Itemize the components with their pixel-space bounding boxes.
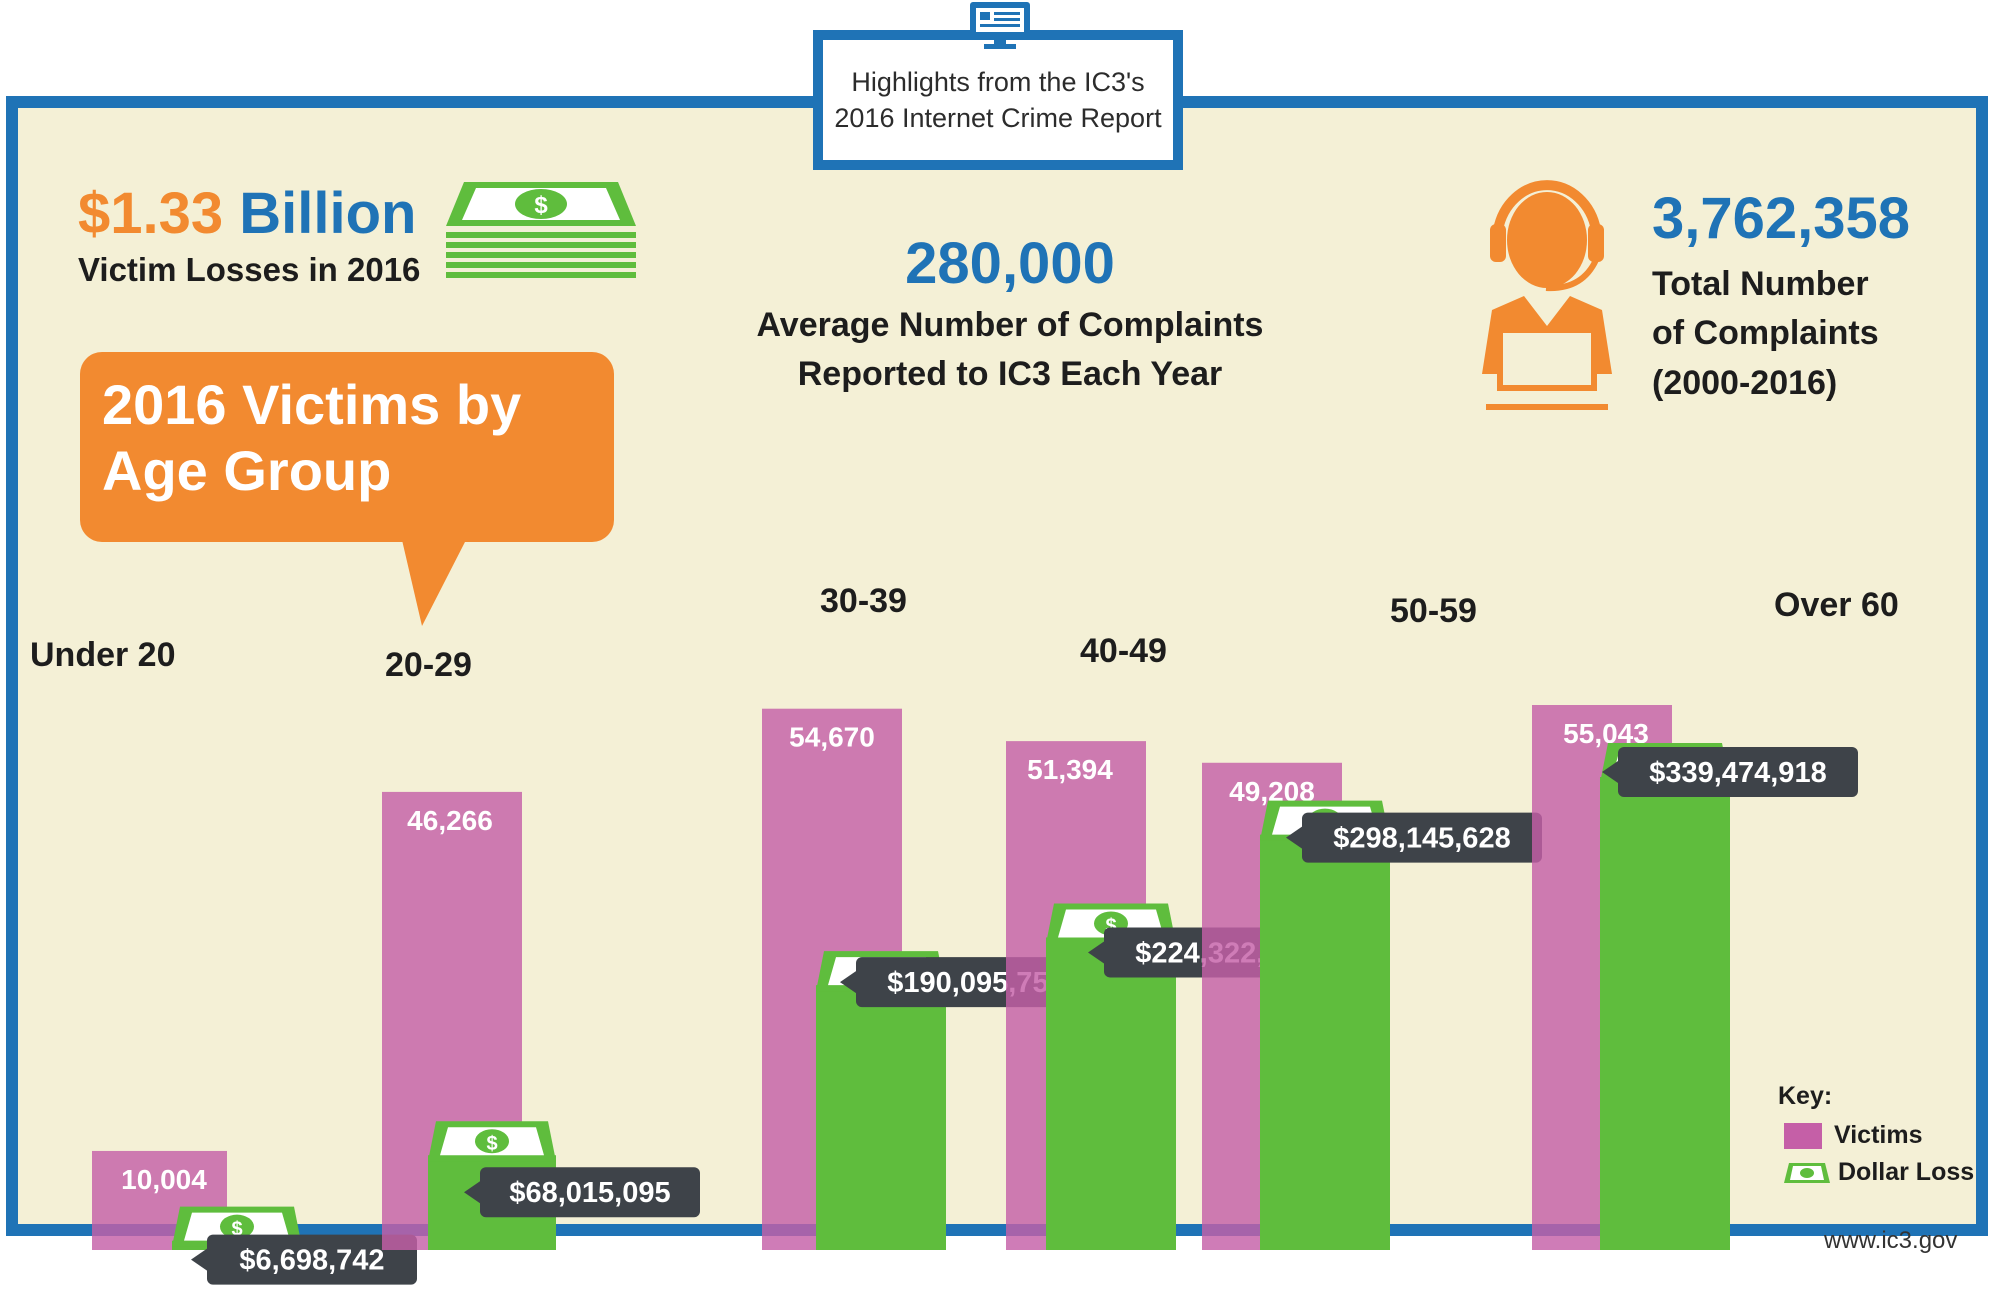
callout-line-2: Age Group — [102, 439, 392, 503]
victim-losses-stat: $1.33 Billion Victim Losses in 2016 — [78, 180, 420, 289]
dollar-bill-icon — [1784, 1162, 1830, 1183]
dollar-label-box-age-2 — [480, 1167, 700, 1218]
total-complaints-label: Total Number of Complaints (2000-2016) — [1652, 260, 1910, 408]
average-complaints-label: Average Number of Complaints Reported to… — [700, 301, 1320, 400]
total-complaints-label-line-2: of Complaints — [1652, 314, 1879, 353]
age-group-callout: 2016 Victims by Age Group — [80, 352, 614, 542]
chart-legend: Key: Victims Dollar Loss — [1778, 1082, 1974, 1187]
report-title-line-1: Highlights from the IC3's — [851, 66, 1145, 97]
category-label-age-3: 30-39 — [820, 582, 907, 620]
total-complaints-value: 3,762,358 — [1652, 186, 1911, 251]
victims-swatch — [1784, 1122, 1822, 1149]
category-label-age-5: 50-59 — [1390, 592, 1477, 630]
average-complaints-label-line-1: Average Number of Complaints — [756, 306, 1264, 344]
dollar-sign-age-4: $ — [1105, 915, 1116, 937]
victims-value-age-4: 51,394 — [1027, 754, 1113, 785]
dollar-label-pointer-age-1 — [191, 1248, 207, 1271]
dollar-label-pointer-age-4 — [1088, 941, 1104, 964]
dollar-label-box-age-1 — [207, 1234, 417, 1285]
report-title-box: Highlights from the IC3's 2016 Internet … — [813, 30, 1183, 170]
total-complaints-label-line-3: (2000-2016) — [1652, 363, 1838, 402]
source-url: www.ic3.gov — [1824, 1227, 1958, 1254]
dollar-value-age-2: $68,015,095 — [509, 1177, 670, 1209]
total-complaints-stat: 3,762,358 Total Number of Complaints (20… — [1652, 185, 1910, 408]
dollar-value-age-1: $6,698,742 — [239, 1245, 384, 1277]
legend-label-dollar-loss: Dollar Loss — [1838, 1158, 1975, 1186]
legend-item-dollar-loss: Dollar Loss — [1784, 1158, 1974, 1187]
category-label-age-2: 20-29 — [385, 646, 472, 684]
category-label-age-4: 40-49 — [1080, 632, 1167, 670]
headset-agent-icon — [1482, 180, 1612, 410]
dollar-label-pointer-age-3 — [840, 971, 856, 994]
dollar-icon-age-1 — [220, 1214, 254, 1239]
callout-tail — [402, 540, 466, 626]
dollar-value-age-5: $298,145,628 — [1333, 823, 1510, 855]
legend-label-victims: Victims — [1834, 1121, 1923, 1149]
dollar-label-pointer-age-5 — [1286, 826, 1302, 849]
victim-losses-value: $1.33 Billion — [78, 180, 420, 247]
dollar-value-age-6: $339,474,918 — [1649, 757, 1826, 789]
legend-title: Key: — [1778, 1082, 1833, 1110]
average-complaints-label-line-2: Reported to IC3 Each Year — [797, 355, 1223, 394]
dollar-bar-age-3 — [816, 985, 946, 1250]
callout-line-1: 2016 Victims by — [102, 373, 522, 436]
category-label-age-1: Under 20 — [30, 636, 176, 674]
average-complaints-value: 280,000 — [905, 231, 1115, 296]
monitor-icon — [970, 2, 1030, 49]
svg-text:$: $ — [534, 192, 548, 219]
dollar-icon-age-2 — [475, 1129, 509, 1154]
category-label-age-6: Over 60 — [1774, 586, 1899, 624]
victims-value-age-2: 46,266 — [407, 805, 493, 836]
total-complaints-label-line-1: Total Number — [1652, 265, 1869, 303]
dollar-label-pointer-age-2 — [464, 1181, 480, 1204]
dollar-sign-age-2: $ — [486, 1133, 497, 1155]
dollar-bar-age-5 — [1260, 834, 1390, 1250]
dollar-bar-age-6 — [1600, 777, 1730, 1250]
money-stack-icon: $ — [446, 182, 636, 278]
average-complaints-stat: 280,000 Average Number of Complaints Rep… — [700, 230, 1320, 400]
dollar-sign-age-1: $ — [231, 1219, 242, 1241]
legend-item-victims: Victims — [1784, 1121, 1974, 1150]
infographic-frame — [6, 96, 1988, 1236]
victim-losses-unit: Billion — [239, 181, 417, 246]
victim-losses-amount: $1.33 — [78, 181, 224, 246]
dollar-label-pointer-age-6 — [1602, 761, 1618, 783]
dollar-label-box-age-6 — [1618, 747, 1858, 797]
victims-value-age-1: 10,004 — [121, 1164, 207, 1195]
report-title-line-2: 2016 Internet Crime Report — [834, 103, 1162, 133]
victim-losses-label: Victim Losses in 2016 — [78, 251, 421, 288]
dollar-bar-age-4 — [1046, 937, 1176, 1250]
dollar-label-box-age-5 — [1302, 812, 1542, 863]
victims-value-age-3: 54,670 — [789, 722, 875, 753]
